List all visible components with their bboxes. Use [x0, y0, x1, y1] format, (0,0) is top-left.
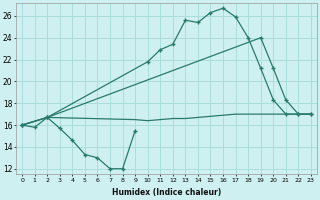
X-axis label: Humidex (Indice chaleur): Humidex (Indice chaleur) [112, 188, 221, 197]
